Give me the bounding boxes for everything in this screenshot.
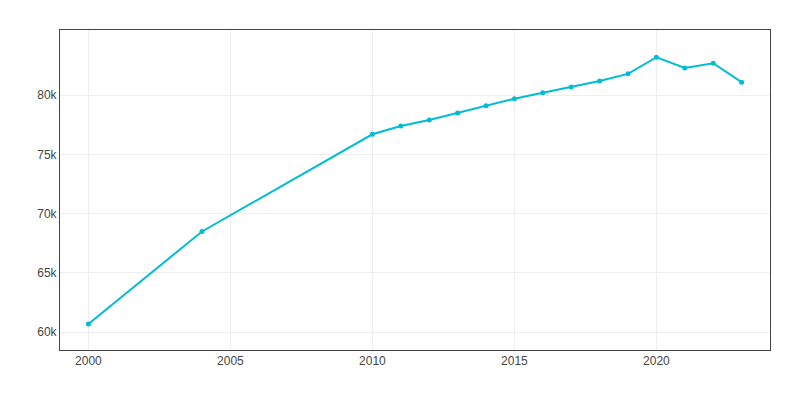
svg-text:2010: 2010 — [359, 354, 386, 368]
svg-text:2015: 2015 — [501, 354, 528, 368]
svg-text:80k: 80k — [37, 88, 57, 102]
svg-text:70k: 70k — [37, 207, 57, 221]
svg-text:65k: 65k — [37, 266, 57, 280]
svg-text:2005: 2005 — [217, 354, 244, 368]
svg-text:60k: 60k — [37, 325, 57, 339]
svg-text:2000: 2000 — [75, 354, 102, 368]
svg-text:75k: 75k — [37, 148, 57, 162]
svg-text:2020: 2020 — [643, 354, 670, 368]
